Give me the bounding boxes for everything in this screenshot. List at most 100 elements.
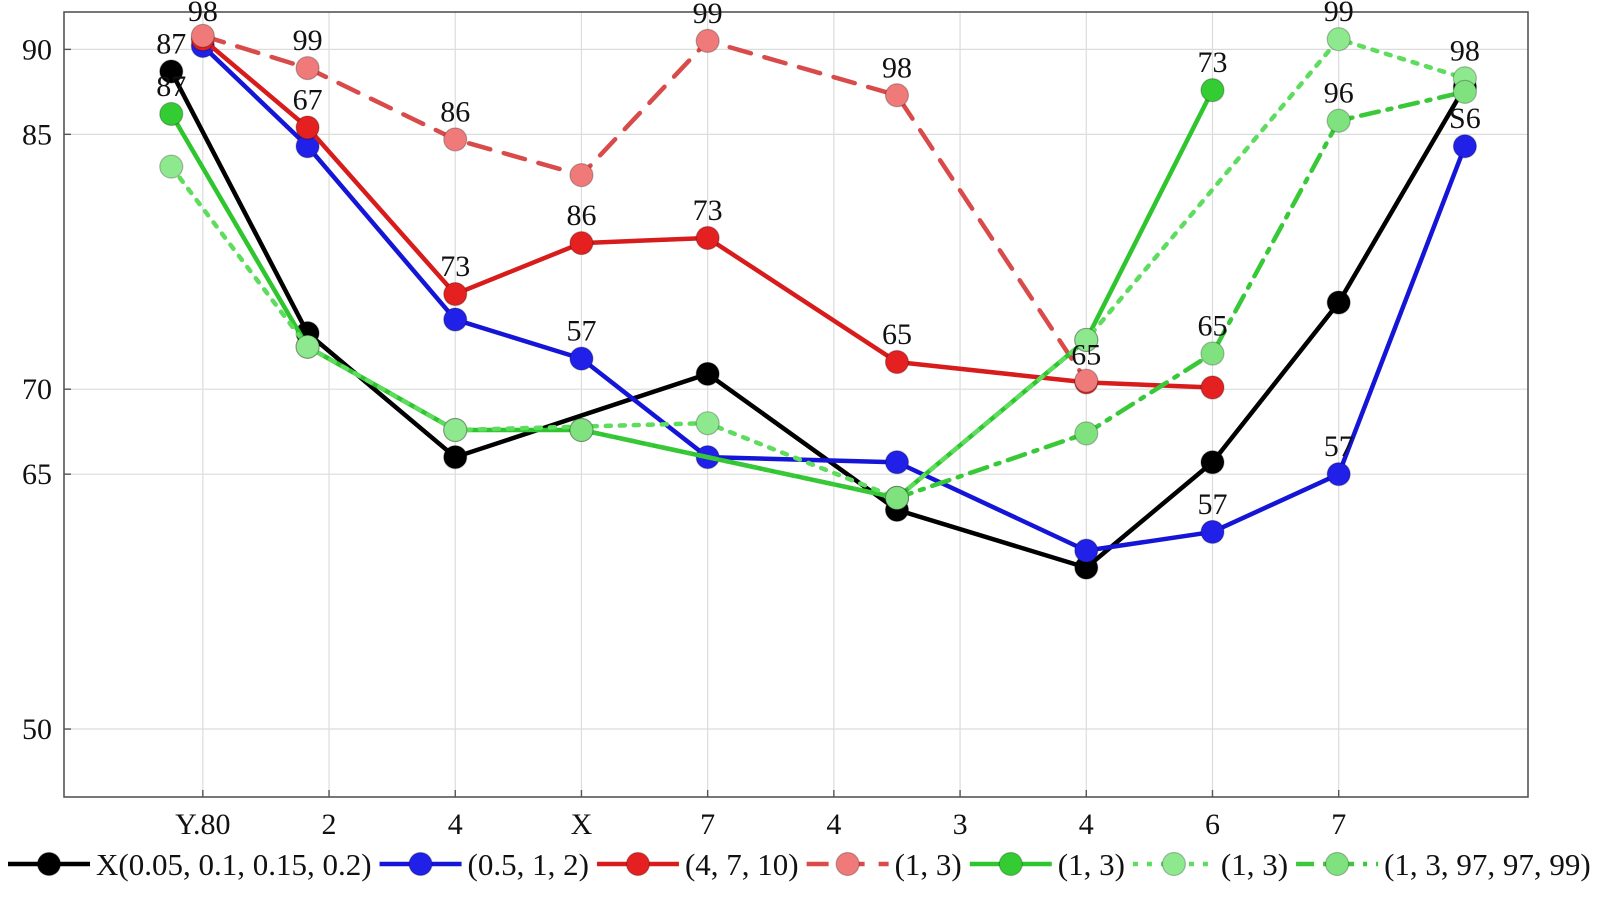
data-point	[1326, 290, 1351, 315]
legend-label: X(0.05, 0.1, 0.15, 0.2)	[96, 847, 372, 882]
data-point	[1452, 134, 1477, 159]
series-4	[190, 23, 1099, 393]
data-label: 73	[1197, 46, 1227, 79]
data-point	[1200, 375, 1225, 400]
series-6	[159, 27, 1477, 511]
legend-label: (1, 3, 97, 97, 99)	[1384, 847, 1591, 882]
legend-item: (4, 7, 10)	[596, 847, 799, 882]
x-tick-label: 7	[1331, 808, 1346, 841]
data-point	[884, 349, 910, 375]
grid	[64, 12, 1528, 797]
data-label: 57	[566, 315, 596, 348]
y-tick-label: 85	[22, 118, 52, 151]
data-point	[1074, 368, 1099, 393]
data-label: 99	[293, 24, 323, 57]
data-point	[1074, 421, 1099, 446]
data-label: 99	[693, 0, 723, 30]
legend-label: (0.5, 1, 2)	[468, 847, 589, 882]
data-point	[884, 485, 910, 511]
data-point	[569, 417, 594, 443]
data-label: 65	[882, 318, 912, 351]
data-point	[1452, 79, 1477, 104]
data-point	[1074, 327, 1099, 353]
data-point	[695, 225, 720, 251]
data-label: 86	[440, 95, 470, 128]
legend-item: X(0.05, 0.1, 0.15, 0.2)	[8, 847, 372, 882]
data-point	[443, 417, 468, 443]
data-point	[569, 346, 594, 371]
data-label: 65	[1197, 310, 1227, 343]
legend-marker	[1161, 851, 1187, 877]
x-tick-label: 2	[322, 808, 337, 841]
legend: X(0.05, 0.1, 0.15, 0.2) (0.5, 1, 2) (4, 7,…	[8, 847, 1591, 882]
data-point	[1200, 341, 1225, 366]
data-point	[1326, 462, 1351, 487]
data-label: 73	[440, 250, 470, 283]
legend-item: (1, 3)	[1132, 847, 1288, 882]
y-tick-label: 90	[22, 33, 52, 66]
legend-marker	[1324, 851, 1350, 877]
data-label: 73	[693, 194, 723, 227]
plot-frame	[63, 11, 1529, 798]
legend-marker	[36, 851, 62, 877]
plot-area	[64, 12, 1528, 797]
data-label: 96	[1324, 77, 1354, 110]
data-label: 98	[1450, 34, 1480, 67]
legend-marker	[998, 851, 1023, 877]
y-tick-label: 70	[22, 373, 52, 406]
data-point	[1074, 538, 1099, 563]
series-line	[579, 89, 1468, 501]
data-point	[884, 450, 910, 475]
data-label: 65	[1071, 338, 1101, 371]
legend-marker	[408, 851, 433, 877]
data-point	[884, 83, 910, 108]
legend-marker	[625, 851, 651, 877]
series-line	[200, 43, 1468, 553]
data-point	[159, 101, 184, 127]
legend-marker	[835, 851, 860, 877]
data-label: 99	[1324, 0, 1354, 28]
data-point	[1200, 78, 1225, 103]
data-label: 57	[1197, 488, 1227, 521]
x-tick-label: X	[571, 808, 593, 841]
series-7	[569, 79, 1477, 511]
x-tick-label: 4	[826, 808, 841, 841]
data-point	[1326, 27, 1351, 52]
data-point	[569, 230, 594, 256]
data-point	[695, 411, 720, 436]
data-point	[443, 307, 468, 332]
data-point	[695, 28, 720, 53]
data-point	[1326, 108, 1351, 133]
legend-label: (1, 3)	[1221, 847, 1288, 882]
data-label: 87	[156, 27, 186, 60]
data-label: 98	[882, 51, 912, 84]
series-line	[169, 36, 1468, 501]
series-line	[200, 36, 1215, 390]
data-label: 98	[188, 0, 218, 28]
data-label: 67	[293, 84, 323, 117]
data-point	[443, 281, 468, 307]
x-tick-label: 4	[1079, 808, 1094, 841]
data-label: 86	[566, 199, 596, 232]
x-tick-label: Y.80	[175, 808, 230, 841]
data-point	[443, 127, 468, 152]
x-tick-label: 3	[953, 808, 968, 841]
y-tick-label: 50	[22, 713, 52, 746]
x-tick-label: 7	[700, 808, 715, 841]
y-tick-label: 65	[22, 458, 52, 491]
data-point	[1200, 450, 1225, 475]
data-point	[295, 334, 320, 359]
data-point	[159, 59, 184, 84]
data-point	[695, 361, 720, 387]
legend-item: (0.5, 1, 2)	[379, 847, 589, 882]
data-point	[295, 115, 320, 140]
data-point	[190, 23, 215, 48]
data-label: 87	[156, 70, 186, 103]
data-label: S6	[1449, 102, 1481, 135]
data-point	[569, 163, 594, 188]
legend-item: (1, 3)	[806, 847, 962, 882]
x-tick-label: 6	[1205, 808, 1220, 841]
legend-label: (1, 3)	[1058, 847, 1125, 882]
